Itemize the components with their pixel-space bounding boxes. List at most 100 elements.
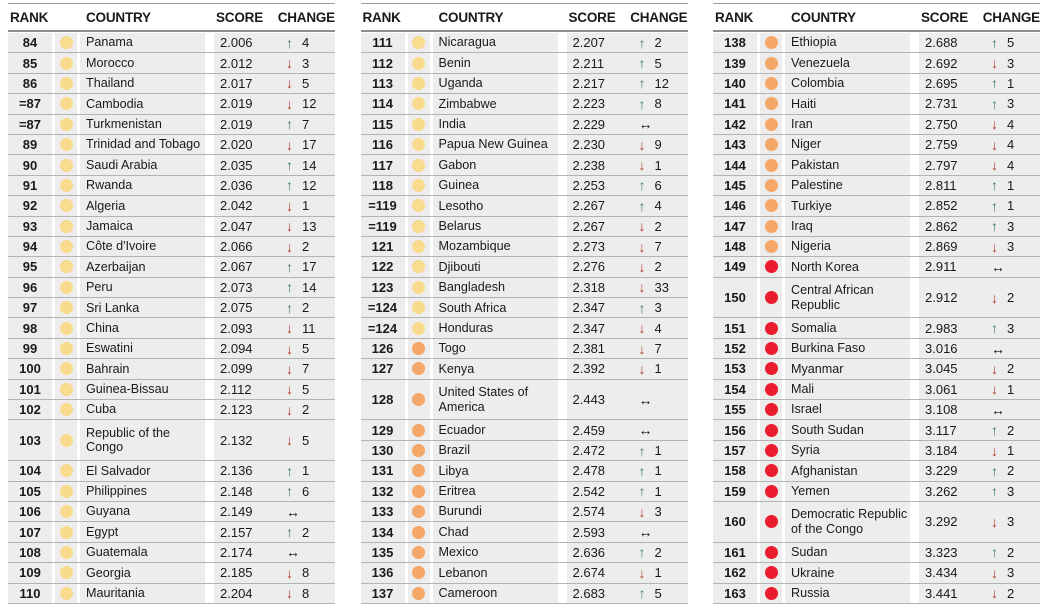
score-change-cell: 2.020 ↓ 17 xyxy=(214,134,335,155)
table-row: 135 Mexico 2.636 ↑ 2 xyxy=(360,542,688,564)
change-down-arrow-icon: ↓ xyxy=(991,55,998,72)
score-value: 2.636 xyxy=(572,544,606,560)
change-indicator: ↔ xyxy=(286,504,302,520)
score-value: 2.869 xyxy=(925,239,958,255)
change-up-arrow-icon: ↑ xyxy=(638,95,646,112)
country-cell: Somalia xyxy=(785,318,910,338)
band-dot-icon xyxy=(59,301,73,315)
table-row: 99 Eswatini 2.094 ↓ 5 xyxy=(8,338,335,360)
change-indicator: ↔ xyxy=(639,116,655,132)
score-value: 2.276 xyxy=(572,259,606,275)
table-row: 134 Chad 2.593 ↔ xyxy=(360,522,688,543)
score-value: 2.136 xyxy=(220,463,253,479)
score-change-cell: 2.036 ↑ 12 xyxy=(214,175,335,196)
change-up-arrow-icon: ↑ xyxy=(638,585,646,602)
rank-cell: 104 xyxy=(8,461,52,481)
score-value: 2.148 xyxy=(220,483,253,499)
country-cell: South Africa xyxy=(432,298,558,318)
change-indicator: ↓ 8 xyxy=(286,585,309,601)
rank-cell: 129 xyxy=(360,420,405,440)
score-value: 2.253 xyxy=(572,177,606,193)
band-dot-icon xyxy=(59,342,73,356)
change-down-arrow-icon: ↓ xyxy=(991,136,998,153)
country-cell: Chad xyxy=(432,522,558,542)
table-row: 158 Afghanistan 3.229 ↑ 2 xyxy=(713,461,1040,482)
band-dot-icon xyxy=(764,117,778,131)
change-down-arrow-icon: ↓ xyxy=(991,157,998,174)
change-indicator: ↓ 3 xyxy=(991,514,1014,530)
score-change-cell: 2.912 ↓ 2 xyxy=(919,277,1040,318)
change-value: 2 xyxy=(1007,422,1015,438)
band-dot-cell xyxy=(55,583,77,603)
table-row: 139 Venezuela 2.692 ↓ 3 xyxy=(713,53,1040,74)
score-change-cell: 2.459 ↔ xyxy=(566,420,688,440)
score-change-cell: 2.211 ↑ 5 xyxy=(566,53,688,73)
change-down-arrow-icon: ↓ xyxy=(638,157,646,174)
score-value: 2.443 xyxy=(572,392,606,408)
score-change-cell: 2.093 ↓ 11 xyxy=(214,318,335,338)
country-cell: Trinidad and Tobago xyxy=(80,134,205,155)
score-change-cell: 3.184 ↓ 1 xyxy=(919,440,1040,461)
score-change-cell: 2.067 ↑ 17 xyxy=(214,257,335,277)
table-row: 111 Nicaragua 2.207 ↑ 2 xyxy=(360,33,688,54)
rank-cell: 102 xyxy=(8,400,52,420)
band-dot-icon xyxy=(412,525,425,539)
rank-cell: 105 xyxy=(8,481,52,501)
score-change-cell: 3.016 ↔ xyxy=(919,338,1040,359)
change-indicator: ↔ xyxy=(639,422,655,438)
rank-cell: 138 xyxy=(713,33,757,53)
change-indicator: ↑ 12 xyxy=(639,75,669,91)
change-indicator: ↓ 2 xyxy=(639,218,662,234)
score-value: 2.047 xyxy=(220,218,253,234)
change-indicator: ↓ 1 xyxy=(639,157,662,173)
rank-cell: 145 xyxy=(713,175,757,196)
change-down-arrow-icon: ↓ xyxy=(991,513,998,530)
band-dot-icon xyxy=(412,566,425,580)
country-cell: Zimbabwe xyxy=(432,94,558,114)
table-row: =119 Belarus 2.267 ↓ 2 xyxy=(360,216,688,237)
table-row: 85 Morocco 2.012 ↓ 3 xyxy=(8,53,335,74)
score-value: 3.117 xyxy=(925,422,957,438)
change-indicator: ↓ 2 xyxy=(286,239,309,255)
change-indicator: ↓ 33 xyxy=(639,279,669,295)
rank-cell: 140 xyxy=(713,73,757,94)
band-dot-cell xyxy=(55,542,77,563)
table-row: 113 Uganda 2.217 ↑ 12 xyxy=(360,73,688,95)
score-change-cell: 2.683 ↑ 5 xyxy=(566,583,688,603)
band-dot-cell xyxy=(407,175,430,196)
band-dot-icon xyxy=(59,97,73,111)
country-cell: Azerbaijan xyxy=(80,257,205,277)
change-value: 2 xyxy=(1007,585,1015,601)
score-change-cell: 2.318 ↓ 33 xyxy=(566,277,688,298)
change-down-arrow-icon: ↓ xyxy=(286,75,293,92)
score-value: 2.112 xyxy=(220,381,252,397)
change-value: 1 xyxy=(1007,381,1015,397)
country-cell: Yemen xyxy=(785,481,910,501)
table-body: 138 Ethiopia 2.688 ↑ 5 139 Venezuela 2.6… xyxy=(713,33,1040,604)
score-change-cell: 2.223 ↑ 8 xyxy=(566,94,688,114)
band-dot-cell xyxy=(760,440,782,461)
score-change-cell: 2.123 ↓ 2 xyxy=(214,400,335,420)
table-row: 155 Israel 3.108 ↔ xyxy=(713,400,1040,421)
table-row: =87 Cambodia 2.019 ↓ 12 xyxy=(8,94,335,115)
change-down-arrow-icon: ↓ xyxy=(638,136,646,153)
band-dot-cell xyxy=(760,216,782,236)
ranking-table-3: RANK COUNTRY SCORE CHANGE 138 Ethiopia 2… xyxy=(713,3,1040,604)
score-change-cell: 2.229 ↔ xyxy=(566,114,688,134)
table-row: 123 Bangladesh 2.318 ↓ 33 xyxy=(360,277,688,299)
change-indicator: ↓ 4 xyxy=(991,157,1014,173)
change-value: 5 xyxy=(302,341,310,357)
table-row: 148 Nigeria 2.869 ↓ 3 xyxy=(713,236,1040,258)
band-dot-cell xyxy=(760,155,782,175)
column-header-rank: RANK xyxy=(10,9,49,25)
change-indicator: ↓ 2 xyxy=(991,290,1014,306)
country-cell: Ethiopia xyxy=(785,33,910,53)
score-change-cell: 2.443 ↔ xyxy=(566,379,688,420)
score-value: 2.211 xyxy=(572,55,605,71)
rank-cell: 97 xyxy=(8,298,52,318)
change-up-arrow-icon: ↑ xyxy=(638,197,646,214)
table-row: 147 Iraq 2.862 ↑ 3 xyxy=(713,216,1040,237)
score-change-cell: 2.688 ↑ 5 xyxy=(919,33,1040,53)
score-change-cell: 3.061 ↓ 1 xyxy=(919,379,1040,400)
